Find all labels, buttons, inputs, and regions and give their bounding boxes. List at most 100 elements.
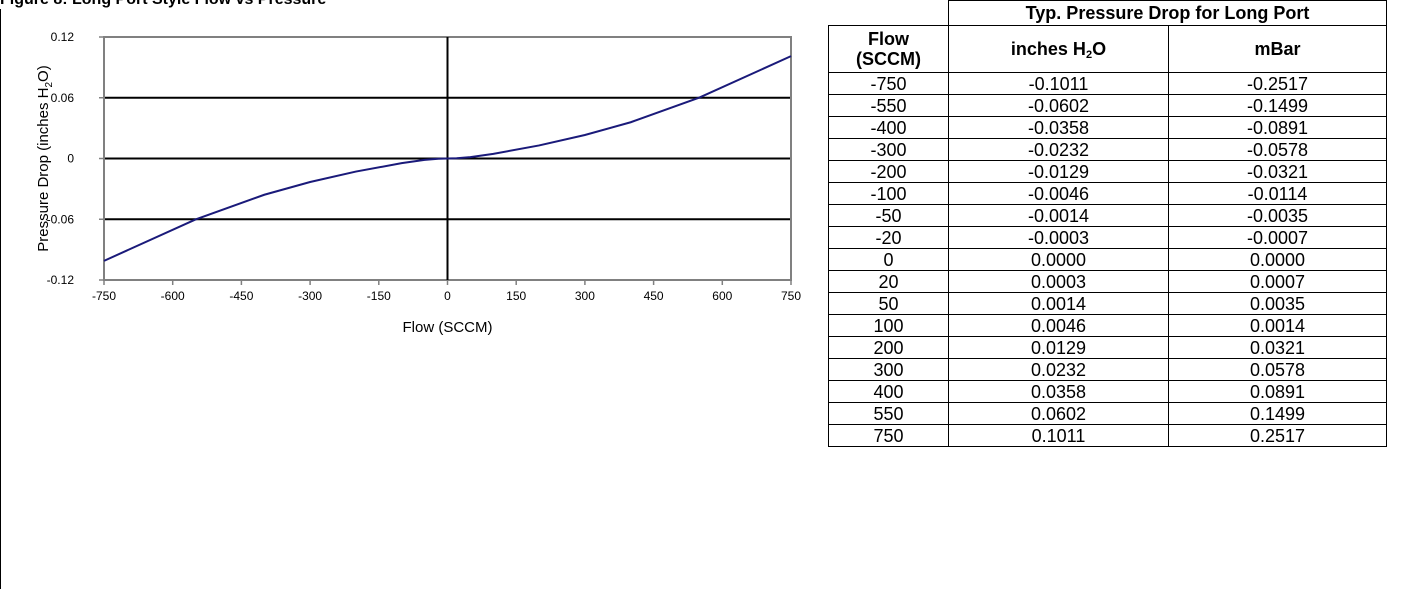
- cell-inches-h2o: 0.0000: [948, 248, 1169, 271]
- cell-flow: -50: [828, 204, 949, 227]
- y-tick-label: -0.06: [47, 212, 75, 226]
- cell-flow: -100: [828, 182, 949, 205]
- cell-inches-h2o: -0.1011: [948, 72, 1169, 95]
- cell-inches-h2o: -0.0003: [948, 226, 1169, 249]
- cell-inches-h2o: 0.0046: [948, 314, 1169, 337]
- page-left-border: [0, 9, 1, 589]
- cell-inches-h2o: -0.0129: [948, 160, 1169, 183]
- cell-flow: -20: [828, 226, 949, 249]
- pressure-drop-table: Typ. Pressure Drop for Long Port Flow (SC…: [828, 0, 1387, 447]
- cell-inches-h2o: 0.0602: [948, 402, 1169, 425]
- cell-flow: 50: [828, 292, 949, 315]
- cell-flow: 100: [828, 314, 949, 337]
- y-axis-title-subscript: 2: [44, 82, 55, 88]
- x-axis-title: Flow (SCCM): [403, 319, 493, 336]
- col-header-mbar: mBar: [1168, 25, 1387, 73]
- x-tick-label: 750: [781, 289, 801, 303]
- cell-inches-h2o: -0.0602: [948, 94, 1169, 117]
- col-header-flow-line2: (SCCM): [856, 49, 921, 69]
- cell-inches-h2o: -0.0232: [948, 138, 1169, 161]
- cell-inches-h2o: 0.0014: [948, 292, 1169, 315]
- table-corner-blank: [828, 0, 949, 26]
- cell-inches-h2o: 0.0129: [948, 336, 1169, 359]
- table-row: -400 -0.0358 -0.0891: [828, 116, 1387, 139]
- x-tick-label: -300: [298, 289, 322, 303]
- cell-flow: 20: [828, 270, 949, 293]
- cell-mbar: -0.0035: [1168, 204, 1387, 227]
- cell-mbar: -0.0578: [1168, 138, 1387, 161]
- x-tick-label: 0: [444, 289, 451, 303]
- col-header-inches-main: inches H: [1010, 39, 1086, 59]
- table-row: 20 0.0003 0.0007: [828, 270, 1387, 293]
- table-row: -50 -0.0014 -0.0035: [828, 204, 1387, 227]
- y-axis-title: Pressure Drop (inches H2O): [35, 65, 55, 251]
- cell-flow: -200: [828, 160, 949, 183]
- y-axis-title-main: Pressure Drop (inches H: [35, 88, 52, 252]
- table-row: 400 0.0358 0.0891: [828, 380, 1387, 403]
- cell-flow: -550: [828, 94, 949, 117]
- y-tick-label: -0.12: [47, 273, 75, 287]
- y-tick-label: 0: [67, 152, 74, 166]
- cell-inches-h2o: 0.0003: [948, 270, 1169, 293]
- cell-flow: -750: [828, 72, 949, 95]
- table-row: 300 0.0232 0.0578: [828, 358, 1387, 381]
- cell-mbar: 0.0035: [1168, 292, 1387, 315]
- series-line: [103, 55, 792, 262]
- cell-mbar: 0.1499: [1168, 402, 1387, 425]
- cell-mbar: -0.0114: [1168, 182, 1387, 205]
- cell-flow: -300: [828, 138, 949, 161]
- cell-mbar: 0.0000: [1168, 248, 1387, 271]
- col-header-flow-line1: Flow: [868, 29, 909, 49]
- cell-flow: 750: [828, 424, 949, 447]
- table-row: -20 -0.0003 -0.0007: [828, 226, 1387, 249]
- cell-flow: 300: [828, 358, 949, 381]
- y-axis-title-end: O): [35, 65, 52, 82]
- chart-ticks: -0.12 -0.06 0 0.06 0.12 -750 -600 -450 -300 -150 0…: [47, 30, 802, 303]
- table-row: 0 0.0000 0.0000: [828, 248, 1387, 271]
- x-tick-label: -150: [367, 289, 391, 303]
- x-tick-label: -600: [161, 289, 185, 303]
- x-tick-label: 600: [712, 289, 732, 303]
- cell-mbar: 0.0891: [1168, 380, 1387, 403]
- col-header-inches-sub: 2: [1085, 49, 1093, 61]
- x-tick-label: 300: [575, 289, 595, 303]
- cell-inches-h2o: 0.1011: [948, 424, 1169, 447]
- table-group-header: Typ. Pressure Drop for Long Port: [948, 0, 1387, 26]
- cell-flow: 0: [828, 248, 949, 271]
- table-row: -100 -0.0046 -0.0114: [828, 182, 1387, 205]
- cell-flow: 550: [828, 402, 949, 425]
- cell-mbar: -0.0891: [1168, 116, 1387, 139]
- figure-title: Figure 8: Long Port Style Flow vs Pressu…: [0, 0, 326, 9]
- cell-mbar: 0.0321: [1168, 336, 1387, 359]
- cell-mbar: -0.0007: [1168, 226, 1387, 249]
- cell-inches-h2o: -0.0014: [948, 204, 1169, 227]
- cell-inches-h2o: 0.0232: [948, 358, 1169, 381]
- x-tick-label: 450: [644, 289, 664, 303]
- cell-mbar: 0.0007: [1168, 270, 1387, 293]
- table-row: -750 -0.1011 -0.2517: [828, 72, 1387, 95]
- cell-flow: 200: [828, 336, 949, 359]
- cell-inches-h2o: 0.0358: [948, 380, 1169, 403]
- cell-flow: -400: [828, 116, 949, 139]
- cell-inches-h2o: -0.0358: [948, 116, 1169, 139]
- col-header-inches: inches H2O: [948, 25, 1169, 73]
- table-row: -200 -0.0129 -0.0321: [828, 160, 1387, 183]
- table-row: 200 0.0129 0.0321: [828, 336, 1387, 359]
- x-tick-label: -750: [92, 289, 116, 303]
- col-header-inches-end: O: [1092, 39, 1107, 59]
- cell-flow: 400: [828, 380, 949, 403]
- cell-mbar: -0.0321: [1168, 160, 1387, 183]
- x-tick-label: 150: [506, 289, 526, 303]
- cell-inches-h2o: -0.0046: [948, 182, 1169, 205]
- table-body: -750 -0.1011 -0.2517 -550 -0.0602 -0.1499 -400…: [828, 72, 1387, 447]
- flow-pressure-chart: -0.12 -0.06 0 0.06 0.12 -750 -600 -450 -300 -150 0…: [35, 30, 802, 336]
- pressure-drop-table-container: Typ. Pressure Drop for Long Port Flow (SC…: [828, 0, 1387, 447]
- y-tick-label: 0.12: [51, 30, 75, 44]
- cell-mbar: 0.2517: [1168, 424, 1387, 447]
- col-header-flow: Flow (SCCM): [828, 25, 949, 73]
- table-row: -550 -0.0602 -0.1499: [828, 94, 1387, 117]
- cell-mbar: 0.0578: [1168, 358, 1387, 381]
- y-tick-label: 0.06: [51, 91, 75, 105]
- table-row: 50 0.0014 0.0035: [828, 292, 1387, 315]
- cell-mbar: -0.2517: [1168, 72, 1387, 95]
